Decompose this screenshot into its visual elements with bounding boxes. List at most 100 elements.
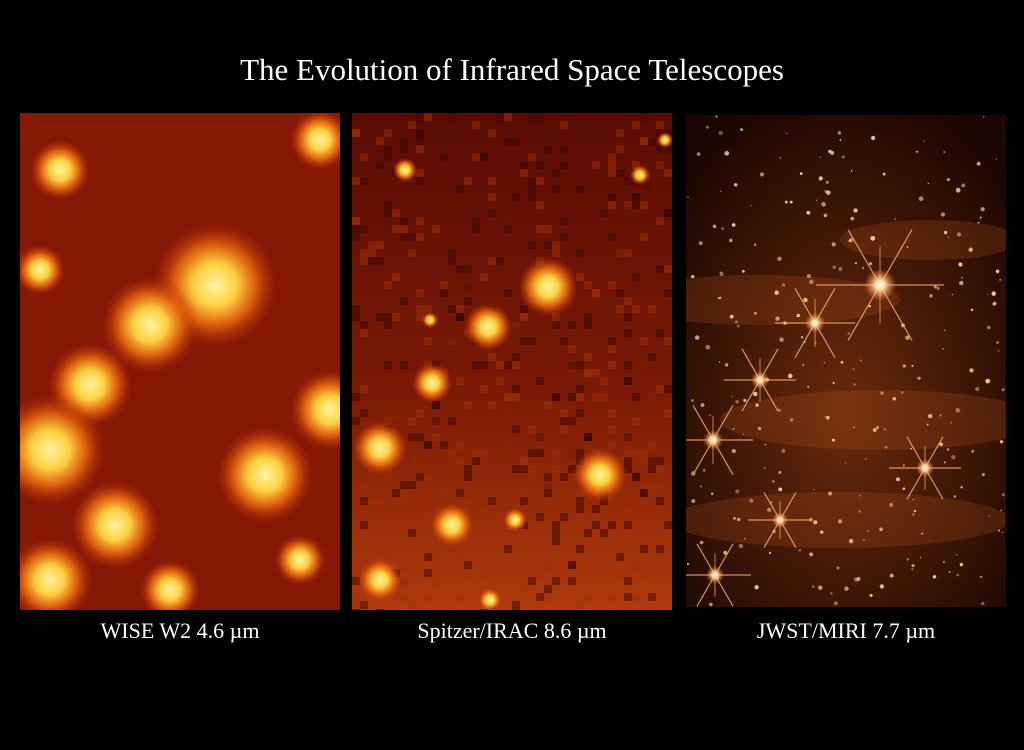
faint-star [900, 391, 904, 394]
faint-star [830, 592, 833, 595]
noise-pixel [512, 361, 520, 369]
noise-pixel [424, 513, 432, 521]
noise-pixel [544, 593, 552, 601]
noise-pixel [456, 457, 464, 465]
faint-star [731, 449, 736, 453]
noise-pixel [352, 569, 360, 577]
noise-pixel [376, 609, 384, 610]
noise-pixel [568, 529, 576, 537]
faint-star [743, 398, 747, 403]
nebula-filament [686, 275, 900, 325]
faint-star [824, 416, 826, 418]
noise-pixel [504, 393, 512, 401]
noise-pixel [648, 137, 656, 145]
faint-star [889, 502, 894, 507]
noise-pixel [520, 313, 528, 321]
noise-pixel [656, 145, 664, 153]
blob [217, 427, 313, 523]
blob [290, 113, 340, 170]
faint-star [753, 311, 757, 315]
noise-pixel [456, 553, 464, 561]
faint-star [691, 274, 695, 279]
noise-pixel [360, 321, 368, 329]
noise-pixel [416, 473, 424, 481]
noise-pixel [384, 281, 392, 289]
faint-star [740, 128, 743, 131]
noise-pixel [520, 337, 528, 345]
noise-pixel [488, 257, 496, 265]
noise-pixel [504, 113, 512, 121]
faint-star [902, 364, 906, 368]
faint-star [832, 381, 835, 385]
noise-pixel [480, 385, 488, 393]
faint-star [923, 140, 925, 142]
blob [464, 303, 512, 351]
noise-pixel [408, 233, 416, 241]
noise-pixel [640, 137, 648, 145]
faint-star [753, 243, 757, 247]
noise-pixel [528, 185, 536, 193]
noise-pixel [496, 257, 504, 265]
noise-pixel [568, 449, 576, 457]
noise-pixel [640, 537, 648, 545]
faint-star [912, 499, 914, 501]
noise-pixel [456, 185, 464, 193]
faint-star [875, 425, 880, 430]
noise-pixel [488, 193, 496, 201]
noise-pixel [592, 521, 600, 529]
faint-star [1001, 388, 1005, 392]
noise-pixel [584, 281, 592, 289]
noise-pixel [352, 217, 360, 225]
noise-pixel [512, 609, 520, 610]
noise-pixel [392, 225, 400, 233]
noise-pixel [560, 473, 568, 481]
noise-pixel [552, 313, 560, 321]
faint-star [691, 499, 696, 503]
faint-star [870, 135, 876, 141]
faint-star [987, 325, 991, 330]
noise-pixel [416, 145, 424, 153]
noise-pixel [512, 425, 520, 433]
faint-star [956, 232, 962, 237]
noise-pixel [520, 169, 528, 177]
caption: JWST/MIRI 7.7 µm [757, 618, 935, 643]
faint-star [786, 132, 788, 135]
noise-pixel [520, 161, 528, 169]
faint-star [733, 183, 738, 187]
noise-pixel [560, 121, 568, 129]
faint-star [902, 487, 906, 491]
faint-star [999, 278, 1002, 281]
faint-star [926, 423, 929, 426]
noise-pixel [400, 481, 408, 489]
faint-star [918, 196, 924, 202]
noise-pixel [624, 329, 632, 337]
noise-pixel [568, 393, 576, 401]
faint-star [708, 414, 712, 417]
noise-pixel [656, 385, 664, 393]
faint-star [917, 376, 921, 380]
noise-pixel [552, 521, 560, 529]
faint-star [754, 585, 759, 590]
noise-pixel [456, 489, 464, 497]
noise-pixel [576, 361, 584, 369]
noise-pixel [656, 545, 664, 553]
faint-star [723, 550, 728, 555]
noise-pixel [424, 441, 432, 449]
faint-star [862, 267, 864, 269]
faint-star [850, 216, 855, 221]
faint-star [734, 320, 738, 324]
faint-star [852, 426, 855, 429]
faint-star [953, 495, 957, 498]
faint-star [837, 131, 842, 135]
noise-pixel [520, 489, 528, 497]
noise-pixel [488, 129, 496, 137]
noise-pixel [440, 489, 448, 497]
blob [412, 363, 452, 403]
faint-star [950, 421, 953, 424]
faint-star [775, 316, 780, 321]
noise-pixel [448, 249, 456, 257]
noise-pixel [632, 193, 640, 201]
noise-pixel [384, 361, 392, 369]
noise-pixel [552, 169, 560, 177]
faint-star [946, 448, 950, 451]
